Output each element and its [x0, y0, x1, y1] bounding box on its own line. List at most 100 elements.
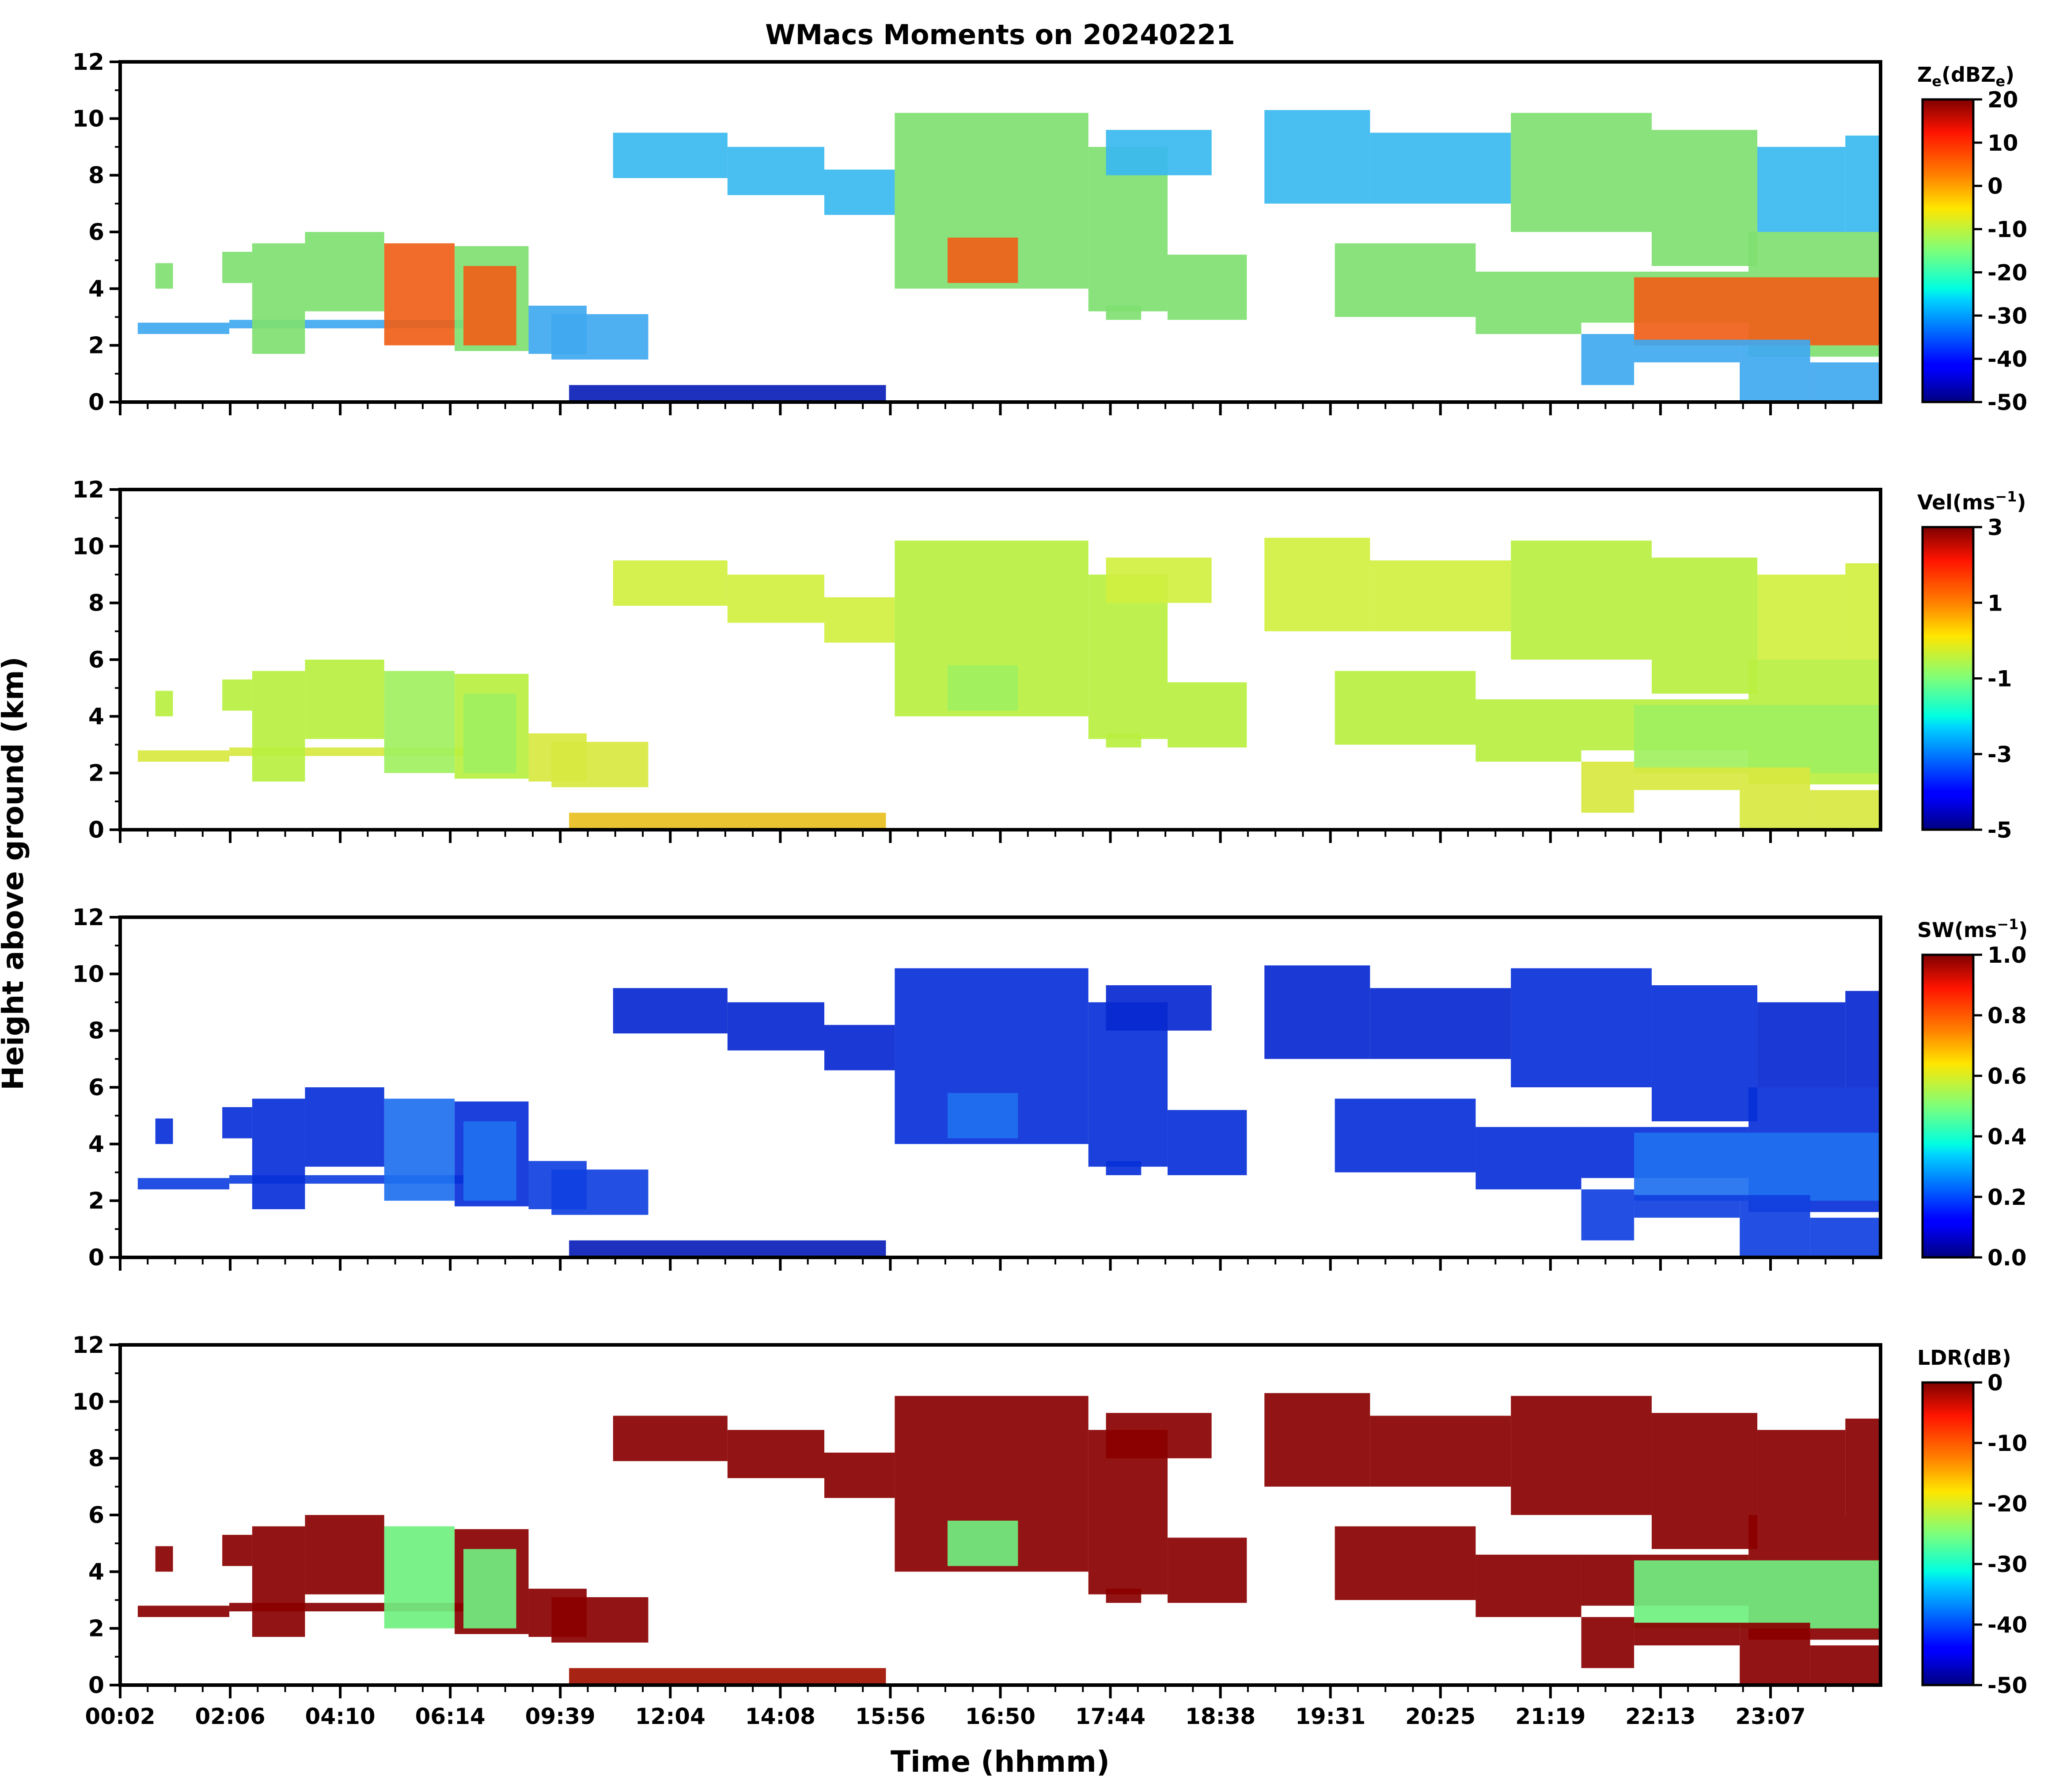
ldr-colorbar-tick-label: 0 — [1987, 1370, 2003, 1396]
ldr-echo-field — [137, 1393, 1881, 1685]
vel-echo-region — [947, 665, 1018, 711]
sw-echo-region — [222, 1107, 252, 1139]
vel-echo-region — [1106, 733, 1141, 748]
x-tick-label: 21:19 — [1515, 1704, 1585, 1729]
sw-echo-region — [384, 1098, 455, 1201]
sw-echo-region — [1106, 985, 1212, 1031]
ze-echo-region — [1757, 147, 1846, 232]
sw-echo-region — [252, 1098, 305, 1209]
sw-y-tick-label: 0 — [88, 1245, 104, 1271]
vel-echo-region — [1634, 767, 1740, 790]
ldr-echo-region — [613, 1416, 728, 1462]
ldr-echo-region — [137, 1606, 230, 1617]
ldr-echo-region — [1651, 1413, 1758, 1549]
ze-echo-region — [1264, 110, 1370, 204]
ldr-colorbar-tick-label: -50 — [1987, 1673, 2027, 1698]
ze-y-tick-label: 6 — [88, 219, 104, 246]
x-tick-label: 22:13 — [1625, 1704, 1695, 1729]
vel-panel: 0 2 4 6 8 10 12 3 1 -1 -3 -5 Vel(ms−1) — [72, 477, 2026, 843]
x-tick-label: 06:14 — [415, 1704, 485, 1729]
sw-echo-region — [727, 1002, 824, 1051]
ze-echo-region — [222, 251, 252, 283]
vel-echo-region — [384, 671, 455, 773]
vel-y-tick-label: 0 — [88, 817, 104, 843]
ze-echo-region — [1581, 334, 1634, 385]
x-tick-label: 14:08 — [745, 1704, 815, 1729]
ze-echo-region — [947, 237, 1018, 283]
ldr-echo-region — [252, 1526, 305, 1637]
sw-echo-region — [1740, 1195, 1810, 1257]
ze-echo-region — [305, 232, 384, 311]
ldr-echo-region — [1106, 1413, 1212, 1458]
ze-echo-region — [1106, 130, 1212, 175]
sw-echo-region — [305, 1087, 384, 1167]
sw-echo-region — [1757, 1002, 1846, 1087]
vel-echo-region — [1264, 538, 1370, 631]
x-tick-label: 00:02 — [85, 1704, 155, 1729]
vel-echo-region — [463, 694, 516, 773]
ldr-colorbar-tick-label: -30 — [1987, 1552, 2027, 1577]
ldr-echo-region — [1740, 1622, 1810, 1685]
sw-echo-region — [1581, 1189, 1634, 1241]
sw-echo-region — [1370, 988, 1511, 1059]
sw-echo-region — [1168, 1110, 1247, 1175]
ldr-panel: 0 2 4 6 8 10 12 00:02 02:06 04:10 06:14 09:39 12:04 1… — [72, 1332, 2028, 1729]
ze-y-tick-label: 12 — [72, 49, 104, 76]
ze-y-tick-label: 8 — [88, 163, 104, 189]
vel-echo-region — [1845, 563, 1881, 660]
x-tick-label: 17:44 — [1075, 1704, 1145, 1729]
ze-y-tick-label: 4 — [88, 276, 104, 302]
sw-colorbar-tick-label: 1.0 — [1987, 942, 2027, 968]
sw-colorbar-title: SW(ms−1) — [1917, 916, 2028, 942]
ze-echo-region — [252, 243, 305, 354]
ldr-echo-region — [305, 1515, 384, 1595]
sw-panel: 0 2 4 6 8 10 12 1.0 0.8 0.6 0.4 0.2 0.0 SW(ms−1) — [72, 904, 2028, 1271]
ldr-y-tick-label: 6 — [88, 1502, 104, 1529]
vel-echo-region — [1740, 767, 1810, 830]
x-tick-label: 16:50 — [965, 1704, 1035, 1729]
vel-colorbar-title: Vel(ms−1) — [1917, 488, 2026, 514]
vel-echo-region — [1511, 540, 1652, 660]
ldr-y-tick-label: 0 — [88, 1672, 104, 1699]
ldr-echo-region — [1757, 1430, 1846, 1515]
ldr-colorbar-tick-label: -40 — [1987, 1612, 2027, 1638]
vel-colorbar-tick-label: -5 — [1987, 817, 2012, 843]
ze-echo-region — [1168, 254, 1247, 320]
ze-echo-region — [1845, 135, 1881, 232]
vel-echo-region — [1370, 560, 1511, 631]
vel-echo-region — [1168, 682, 1247, 748]
sw-echo-region — [1810, 1218, 1881, 1257]
x-tick-label: 20:25 — [1405, 1704, 1475, 1729]
ze-colorbar-tick-label: -30 — [1987, 303, 2027, 329]
sw-echo-region — [1634, 1195, 1740, 1218]
sw-colorbar-tick-label: 0.2 — [1987, 1185, 2027, 1210]
ze-echo-region — [727, 147, 824, 195]
ldr-echo-region — [1168, 1538, 1247, 1603]
ze-colorbar-tick-label: -20 — [1987, 260, 2027, 285]
vel-echo-region — [155, 691, 173, 717]
vel-colorbar-tick-label: 1 — [1987, 590, 2003, 616]
ze-echo-region — [1511, 113, 1652, 232]
ze-echo-region — [1106, 305, 1141, 320]
ldr-echo-region — [551, 1597, 648, 1643]
vel-y-tick-label: 10 — [72, 533, 104, 560]
ze-colorbar-tick-label: 20 — [1987, 87, 2018, 113]
sw-echo-region — [824, 1025, 895, 1071]
vel-echo-region — [569, 812, 886, 830]
ldr-echo-region — [155, 1546, 173, 1572]
ldr-y-tick-label: 4 — [88, 1559, 104, 1585]
ze-panel: 0 2 4 6 8 10 12 20 10 0 -10 -20 -30 -40 -50 Ze(dBZe) — [72, 49, 2028, 416]
ze-y-tick-label: 2 — [88, 333, 104, 359]
ze-echo-region — [1335, 243, 1476, 317]
ze-echo-region — [1810, 362, 1881, 402]
x-tick-label: 02:06 — [195, 1704, 265, 1729]
sw-y-tick-label: 12 — [72, 904, 104, 931]
sw-y-tick-label: 4 — [88, 1131, 104, 1158]
ze-echo-region — [1634, 339, 1740, 363]
ldr-echo-region — [463, 1549, 516, 1629]
ze-colorbar — [1921, 98, 1975, 403]
vel-y-tick-label: 12 — [72, 477, 104, 503]
ldr-echo-region — [1370, 1416, 1511, 1487]
sw-echo-region — [1845, 991, 1881, 1087]
vel-y-tick-label: 6 — [88, 647, 104, 673]
